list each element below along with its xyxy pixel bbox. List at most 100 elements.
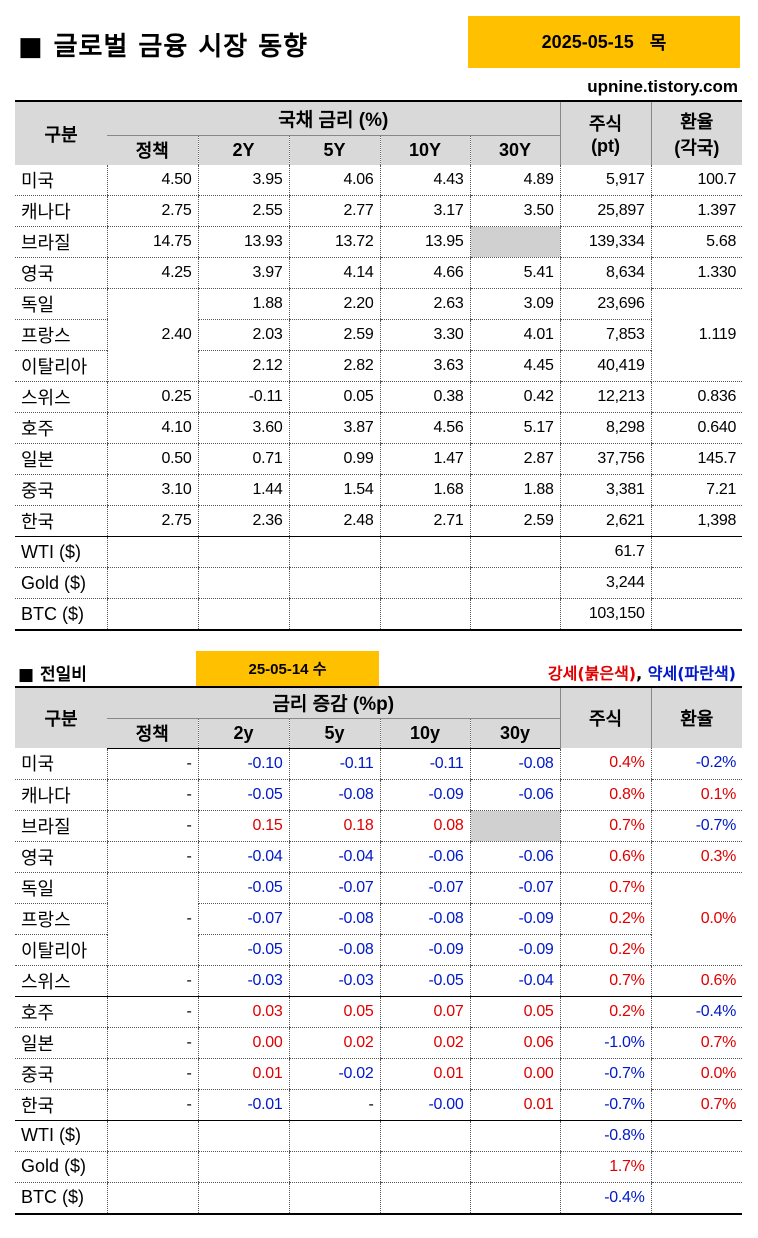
rate-y5: -0.11 — [288, 748, 380, 780]
rate-y10: 0.07 — [379, 995, 470, 1028]
rate-y2: -0.05 — [197, 934, 289, 966]
stock-value: -0.7% — [559, 1089, 652, 1121]
rate-y30: -0.06 — [469, 841, 561, 873]
fx-value: 1.397 — [650, 195, 743, 227]
rate-y10: -0.06 — [379, 841, 470, 873]
empty-cell — [379, 536, 470, 568]
policy-rate: - — [106, 748, 198, 780]
rate-y30: -0.08 — [469, 748, 561, 780]
rate-y10: -0.09 — [379, 779, 470, 811]
rate-y5: -0.08 — [288, 934, 380, 966]
empty-cell — [288, 1119, 380, 1152]
stock-value: 25,897 — [559, 195, 652, 227]
empty-cell — [379, 1119, 470, 1152]
color-legend: 강세(붉은색), 약세(파란색) — [548, 660, 736, 684]
rate-y5: 4.06 — [288, 165, 380, 196]
rate-y2: -0.05 — [197, 872, 289, 904]
table-row: 캐나다 - -0.05 -0.08 -0.09 -0.06 0.8% 0.1% — [15, 779, 743, 811]
col-category: 구분 — [15, 101, 107, 165]
col-stock: 주식 — [559, 687, 652, 748]
commodity-label: Gold ($) — [15, 1151, 107, 1183]
commodity-row: WTI ($) 61.7 — [15, 536, 743, 568]
row-label: 스위스 — [15, 381, 107, 413]
fx-value: 0.3% — [650, 841, 743, 873]
empty-cell — [197, 1151, 289, 1183]
empty-cell — [197, 567, 289, 599]
fx-value: 0.1% — [650, 779, 743, 811]
rate-y30: -0.07 — [469, 872, 561, 904]
table-row: 중국 -0.01 -0.02 0.01 0.00 -0.7% 0.0% — [15, 1058, 743, 1090]
market-table: 구분 국채 금리 (%) 주식 (pt) 환율 (각국) 정책 2Y 5Y 10… — [15, 100, 743, 631]
rate-y2: 0.15 — [197, 810, 289, 842]
stock-value: 0.6% — [559, 841, 652, 873]
policy-rate: 14.75 — [106, 226, 198, 258]
empty-cell — [379, 567, 470, 599]
rate-y5: 0.05 — [288, 381, 380, 413]
stock-value: 5,917 — [559, 165, 652, 196]
rate-y10: 1.68 — [379, 474, 470, 506]
policy-rate: - — [106, 1058, 198, 1090]
row-label: 일본 — [15, 1027, 107, 1059]
commodity-label: BTC ($) — [15, 1182, 107, 1215]
row-label: 스위스 — [15, 965, 107, 997]
policy-rate: 2.75 — [106, 195, 198, 227]
rate-y30: -0.09 — [469, 903, 561, 935]
prev-date-badge: 25-05-14 수 — [196, 651, 379, 686]
rate-y5: -0.03 — [288, 965, 380, 997]
col-30y: 30y — [469, 718, 561, 749]
rate-y10: -0.11 — [379, 748, 470, 780]
stock-value: 3,381 — [559, 474, 652, 506]
empty-cell — [650, 536, 743, 568]
table-row: 중국 3.10 1.44 1.54 1.68 1.88 3,381 7.21 — [15, 474, 743, 506]
col-2y: 2Y — [197, 135, 289, 165]
rate-y2: -0.07 — [197, 903, 289, 935]
empty-cell — [197, 598, 289, 631]
site-url[interactable]: upnine.tistory.com — [587, 77, 738, 96]
rate-y30: 5.17 — [469, 412, 561, 444]
rate-y10: 0.08 — [379, 810, 470, 842]
rate-y30 — [469, 226, 561, 258]
commodity-label: Gold ($) — [15, 567, 107, 599]
rate-y30: 4.45 — [469, 350, 561, 382]
table-row: 스위스 0.25 -0.11 0.05 0.38 0.42 12,213 0.836 — [15, 381, 743, 413]
stock-value: 0.2% — [559, 934, 652, 966]
rate-y10: -0.08 — [379, 903, 470, 935]
commodity-label: BTC ($) — [15, 598, 107, 631]
col-5y: 5Y — [288, 135, 380, 165]
table-row: 스위스 - -0.03 -0.03 -0.05 -0.04 0.7% 0.6% — [15, 965, 743, 997]
change-table: 구분 금리 증감 (%p) 주식 환율 정책 2y 5y 10y 30y 미국 -… — [15, 686, 743, 1215]
stock-value: -0.7% — [559, 1058, 652, 1090]
fx-value: 100.7 — [650, 165, 743, 196]
table-row: 호주 4.10 3.60 3.87 4.56 5.17 8,298 0.640 — [15, 412, 743, 444]
rate-y5: 2.82 — [288, 350, 380, 382]
empty-cell — [288, 1182, 380, 1215]
rate-y10: 1.47 — [379, 443, 470, 475]
commodity-label: WTI ($) — [15, 1119, 107, 1152]
table-row: 미국 - -0.10 -0.11 -0.11 -0.08 0.4% -0.2% — [15, 748, 743, 780]
rate-y2: -0.11 — [197, 381, 289, 413]
table-row: 브라질 14.75 13.93 13.72 13.95 139,334 5.68 — [15, 226, 743, 258]
rate-y30: 1.88 — [469, 474, 561, 506]
row-label: 영국 — [15, 257, 107, 289]
rate-y5: 4.14 — [288, 257, 380, 289]
empty-cell — [469, 598, 561, 631]
rate-y5: -0.07 — [288, 872, 380, 904]
table-row: 독일 - -0.05 -0.07 -0.07 -0.07 0.7% 0.0% — [15, 872, 743, 966]
rate-y5: 3.87 — [288, 412, 380, 444]
col-stock-line2: (pt) — [591, 136, 621, 156]
fx-value: 0.0% — [650, 1058, 743, 1090]
stock-value: 139,334 — [559, 226, 652, 258]
policy-rate: 0.50 — [106, 443, 198, 475]
policy-rate: 4.10 — [106, 412, 198, 444]
empty-cell — [379, 1151, 470, 1183]
stock-value: 0.4% — [559, 748, 652, 780]
empty-cell — [288, 567, 380, 599]
commodity-value: 103,150 — [559, 598, 652, 631]
col-10y: 10y — [379, 718, 470, 749]
rate-y2: -0.10 — [197, 748, 289, 780]
empty-cell — [379, 1182, 470, 1215]
empty-cell — [469, 536, 561, 568]
table-row: 브라질 -0.15 0.18 0.08 0.7% -0.7% — [15, 810, 743, 842]
rate-y10: 3.30 — [379, 319, 470, 351]
commodity-row: BTC ($) 103,150 — [15, 598, 743, 631]
